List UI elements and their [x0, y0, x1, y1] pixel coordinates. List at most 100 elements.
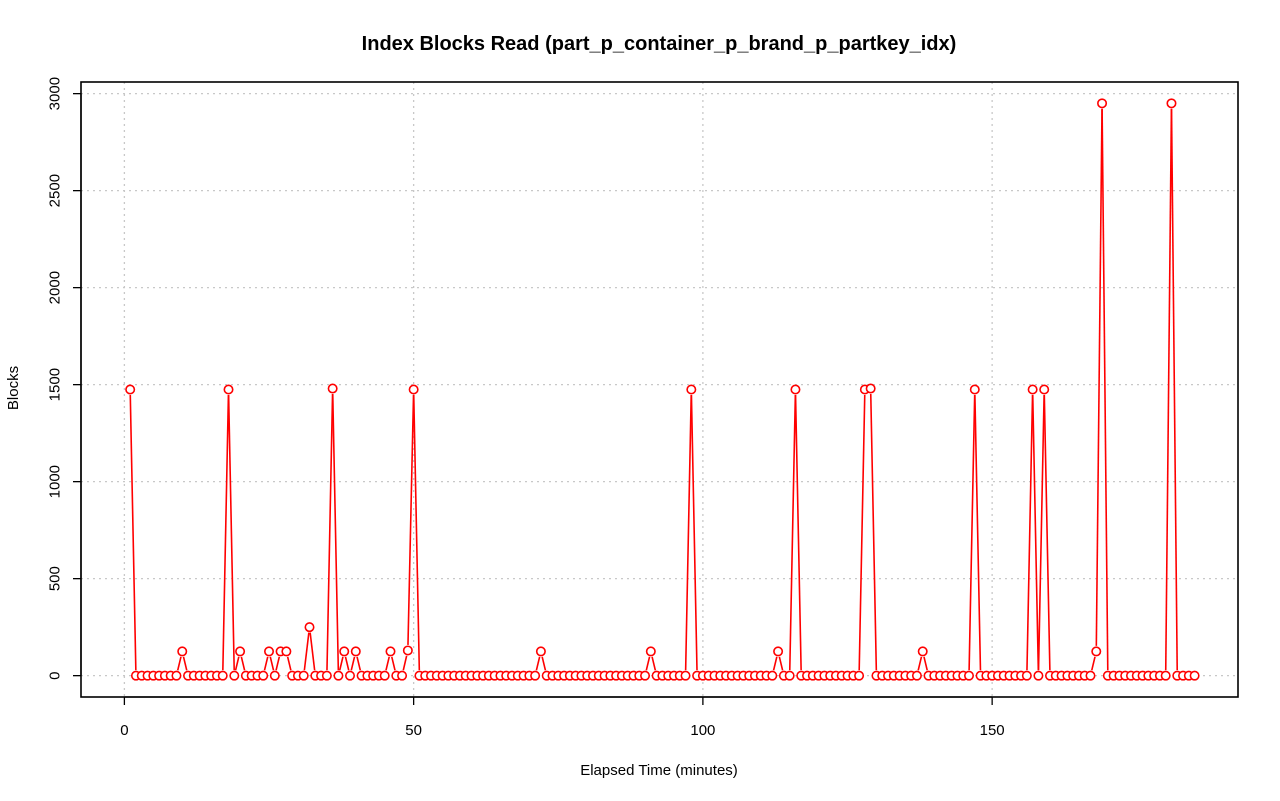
data-point [767, 670, 778, 681]
y-axis: 0 500 1000 1500 2000 2500 3000 [47, 77, 82, 680]
y-tick-label-2000: 2000 [47, 271, 64, 304]
series-segment [1170, 108, 1179, 671]
grid [81, 82, 1238, 697]
x-tick-label-150: 150 [980, 722, 1005, 739]
series-segment [535, 656, 541, 671]
data-point [397, 670, 408, 681]
series-segment [402, 655, 408, 671]
series-segment [1043, 394, 1051, 671]
data-point [379, 670, 390, 681]
series-segment [182, 656, 188, 671]
data-point [177, 646, 188, 657]
series-segment [385, 656, 390, 671]
series-segment [234, 656, 240, 671]
series-segment [684, 394, 693, 671]
series-0 [125, 98, 1200, 681]
series-segment [923, 656, 929, 671]
data-point [1160, 670, 1171, 681]
y-tick-label-500: 500 [47, 566, 64, 591]
y-tick-label-0: 0 [47, 671, 64, 679]
data-point [854, 670, 865, 681]
series-segment [1031, 394, 1040, 671]
data-point [402, 645, 413, 656]
series-segment [858, 394, 866, 671]
data-point [258, 670, 269, 681]
data-point [1033, 670, 1044, 681]
data-point [339, 646, 350, 657]
series-segment [263, 656, 269, 671]
series-segment [344, 656, 350, 671]
y-tick-label-1500: 1500 [47, 368, 64, 401]
data-point [264, 646, 275, 657]
data-point [963, 670, 974, 681]
data-point [223, 384, 234, 395]
series-segment [275, 656, 281, 671]
series-segment [309, 632, 316, 671]
series-segment [645, 656, 651, 671]
data-point [327, 383, 338, 394]
series-segment [286, 656, 292, 671]
data-point [125, 384, 136, 395]
x-tick-label-100: 100 [690, 722, 715, 739]
data-point [790, 384, 801, 395]
series-segment [176, 656, 182, 671]
series-segment [788, 394, 797, 671]
data-point [408, 384, 419, 395]
series-segment [269, 656, 275, 671]
series-segment [331, 394, 340, 671]
data-point [333, 670, 344, 681]
x-axis-label: Elapsed Time (minutes) [580, 762, 738, 779]
series-segment [240, 656, 246, 671]
series-segment [227, 394, 235, 671]
series-segment [1026, 394, 1034, 671]
data-point [1027, 384, 1038, 395]
series-segment [772, 656, 778, 671]
data-point [911, 670, 922, 681]
x-axis: 0 50 100 150 [120, 696, 1005, 739]
data-point [345, 670, 356, 681]
series-segment [390, 656, 396, 671]
data-point [298, 670, 309, 681]
data-point [1021, 670, 1032, 681]
series-segment [303, 632, 310, 671]
data-point [535, 646, 546, 657]
data-point [229, 670, 240, 681]
series-segment [917, 656, 923, 671]
series-segment [412, 394, 421, 671]
data-series [125, 98, 1200, 681]
data-point [304, 622, 315, 633]
series-segment [407, 394, 415, 645]
data-point [350, 646, 361, 657]
data-point [680, 670, 691, 681]
series-segment [974, 394, 982, 671]
series-segment [222, 394, 230, 671]
data-point [269, 670, 280, 681]
series-segment [869, 394, 878, 671]
data-point [281, 646, 292, 657]
series-segment [651, 656, 657, 671]
data-point [784, 670, 795, 681]
data-point [1166, 98, 1177, 109]
data-point [645, 646, 656, 657]
chart-title: Index Blocks Read (part_p_container_p_br… [362, 33, 957, 55]
series-segment [1037, 394, 1045, 671]
series-segment [794, 394, 802, 671]
data-point [171, 670, 182, 681]
plot-area-frame [80, 81, 1239, 698]
y-tick-label-3000: 3000 [47, 77, 64, 110]
data-point [1039, 384, 1050, 395]
series-segment [968, 394, 976, 671]
series-segment [1101, 108, 1109, 671]
series-segment [129, 394, 137, 671]
data-point [385, 646, 396, 657]
data-point [530, 670, 541, 681]
series-segment [778, 656, 784, 671]
series-segment [350, 656, 356, 671]
series-segment [541, 656, 547, 671]
data-point [773, 646, 784, 657]
series-segment [690, 394, 698, 671]
series-segment [326, 394, 334, 671]
data-point [1189, 670, 1200, 681]
data-point [217, 670, 228, 681]
